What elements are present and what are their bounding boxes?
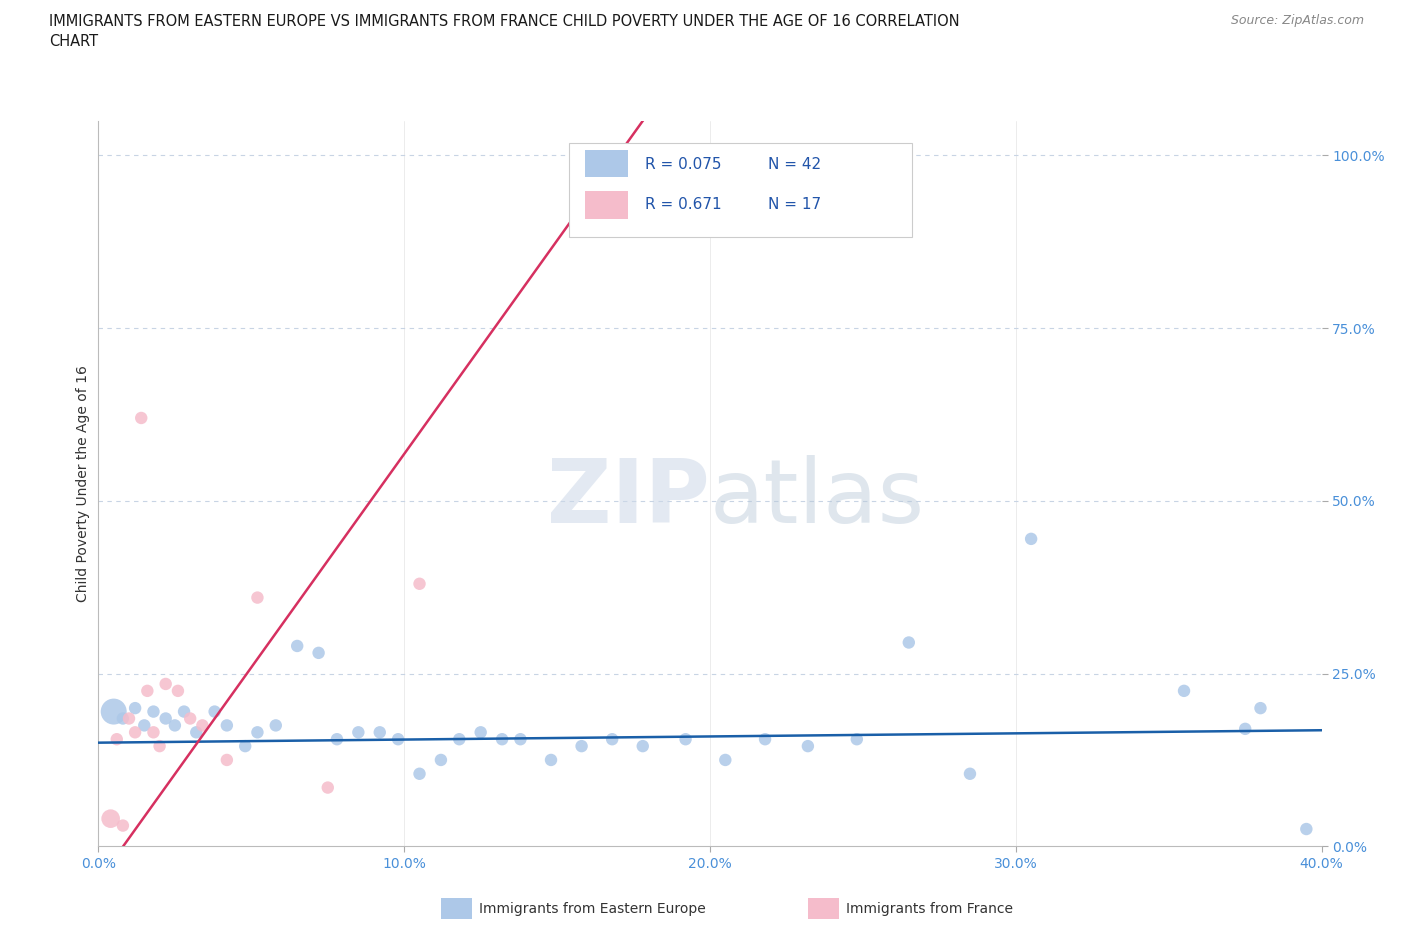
Point xyxy=(129,410,152,425)
Point xyxy=(215,718,238,733)
Text: N = 17: N = 17 xyxy=(768,197,821,212)
Point xyxy=(316,780,339,795)
Point xyxy=(124,700,146,715)
Point xyxy=(714,752,737,767)
Point xyxy=(111,711,134,726)
Point xyxy=(387,732,409,747)
Point xyxy=(136,684,159,698)
Point xyxy=(509,732,531,747)
Point xyxy=(368,724,391,739)
Y-axis label: Child Poverty Under the Age of 16: Child Poverty Under the Age of 16 xyxy=(76,365,90,602)
Point xyxy=(149,738,172,753)
Point xyxy=(959,766,981,781)
Point xyxy=(285,639,308,654)
Point xyxy=(845,732,868,747)
Text: ZIP: ZIP xyxy=(547,455,710,541)
Point xyxy=(134,718,156,733)
Point xyxy=(215,752,238,767)
FancyBboxPatch shape xyxy=(569,142,912,237)
Text: atlas: atlas xyxy=(710,455,925,541)
Point xyxy=(326,732,349,747)
Point xyxy=(408,766,430,781)
Point xyxy=(675,732,697,747)
Point xyxy=(111,818,134,833)
Point xyxy=(1249,700,1271,715)
Point xyxy=(1019,531,1042,546)
Point xyxy=(540,752,562,767)
Point xyxy=(491,732,513,747)
Point xyxy=(308,645,330,660)
Point xyxy=(408,577,430,591)
FancyBboxPatch shape xyxy=(585,192,628,219)
Point xyxy=(173,704,195,719)
Text: Immigrants from France: Immigrants from France xyxy=(846,901,1012,916)
Point xyxy=(163,718,186,733)
Point xyxy=(897,635,920,650)
Text: Source: ZipAtlas.com: Source: ZipAtlas.com xyxy=(1230,14,1364,27)
Point xyxy=(179,711,201,726)
Point xyxy=(142,704,165,719)
Point xyxy=(571,738,593,753)
Point xyxy=(103,704,125,719)
FancyBboxPatch shape xyxy=(585,150,628,178)
Point xyxy=(233,738,256,753)
Point xyxy=(204,704,226,719)
Point xyxy=(155,676,177,691)
Text: CHART: CHART xyxy=(49,34,98,49)
Point xyxy=(246,724,269,739)
Point xyxy=(124,724,146,739)
Point xyxy=(100,811,122,826)
Point xyxy=(246,591,269,605)
Text: Immigrants from Eastern Europe: Immigrants from Eastern Europe xyxy=(479,901,706,916)
Point xyxy=(347,724,370,739)
Point xyxy=(470,724,492,739)
Point xyxy=(105,732,128,747)
Text: IMMIGRANTS FROM EASTERN EUROPE VS IMMIGRANTS FROM FRANCE CHILD POVERTY UNDER THE: IMMIGRANTS FROM EASTERN EUROPE VS IMMIGR… xyxy=(49,14,960,29)
Text: R = 0.671: R = 0.671 xyxy=(645,197,721,212)
Text: R = 0.075: R = 0.075 xyxy=(645,157,721,172)
Point xyxy=(631,738,654,753)
Text: N = 42: N = 42 xyxy=(768,157,821,172)
Point xyxy=(1295,821,1317,836)
Point xyxy=(264,718,287,733)
Point xyxy=(155,711,177,726)
Point xyxy=(167,684,190,698)
Point xyxy=(1173,684,1195,698)
Point xyxy=(797,738,820,753)
Point xyxy=(191,718,214,733)
Point xyxy=(142,724,165,739)
Point xyxy=(186,724,208,739)
Point xyxy=(1234,722,1257,737)
Point xyxy=(754,732,776,747)
Point xyxy=(118,711,141,726)
Point xyxy=(449,732,471,747)
Point xyxy=(430,752,453,767)
Point xyxy=(600,732,623,747)
